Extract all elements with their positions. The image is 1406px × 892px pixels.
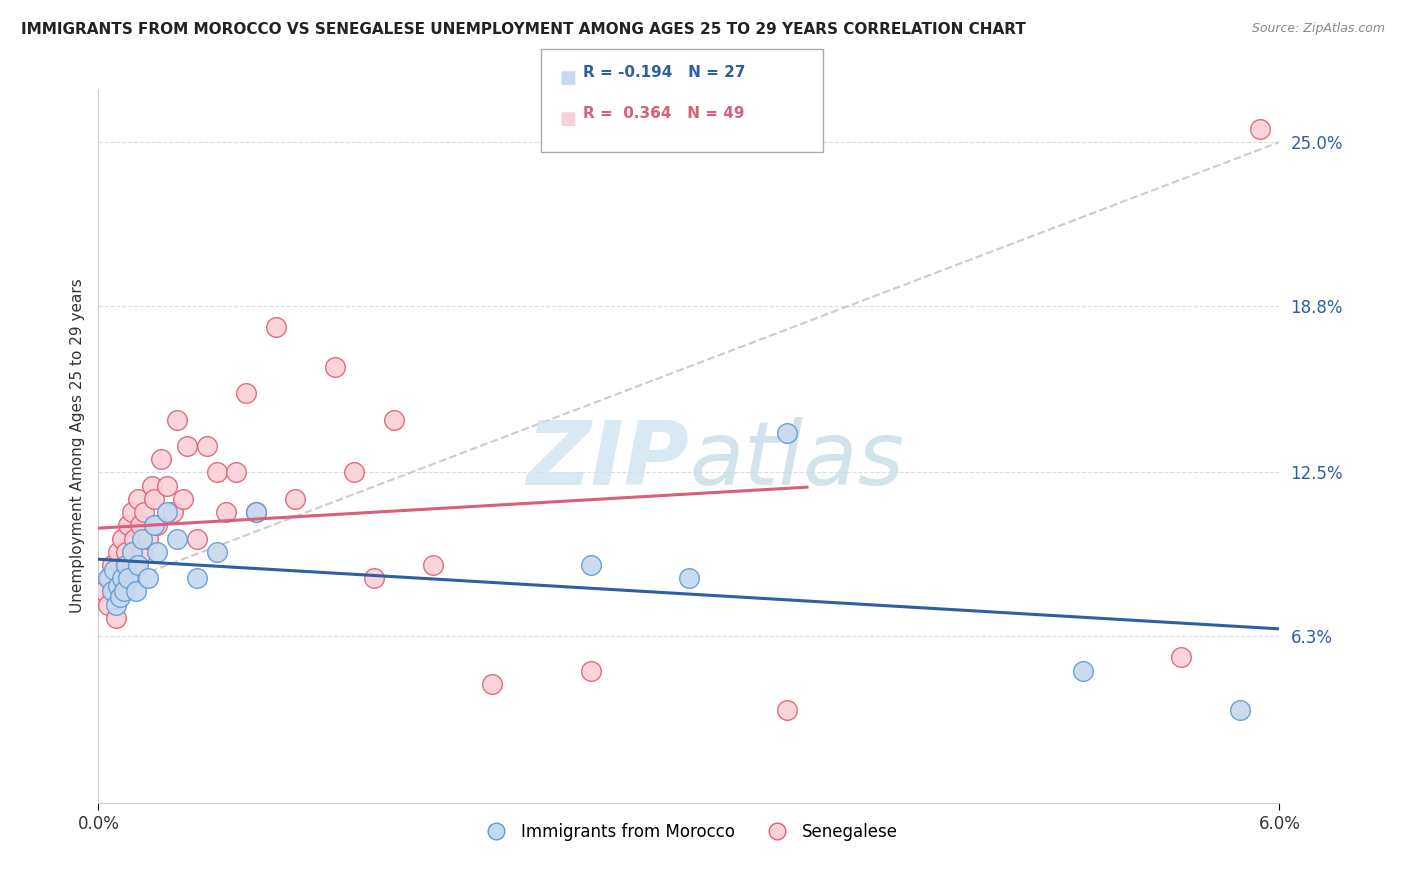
Text: ■: ■ bbox=[560, 69, 576, 87]
Point bbox=[284, 491, 307, 506]
Point bbox=[186, 532, 208, 546]
Point bbox=[172, 491, 194, 506]
Point bbox=[162, 505, 184, 519]
Text: atlas: atlas bbox=[689, 417, 904, 503]
Point bbox=[108, 590, 131, 604]
Point bbox=[136, 532, 159, 546]
Point bbox=[136, 571, 159, 585]
Point bbox=[132, 505, 155, 519]
Point bbox=[101, 584, 124, 599]
Point bbox=[115, 558, 138, 572]
Point bbox=[105, 611, 128, 625]
Point bbox=[579, 558, 602, 572]
Point bbox=[215, 505, 238, 519]
Point bbox=[776, 425, 799, 440]
Point bbox=[105, 598, 128, 612]
Point bbox=[125, 584, 148, 599]
Point bbox=[363, 571, 385, 585]
Point bbox=[117, 518, 139, 533]
Point bbox=[142, 518, 165, 533]
Point bbox=[1229, 703, 1251, 717]
Point bbox=[323, 359, 346, 374]
Point bbox=[108, 571, 131, 585]
Point bbox=[97, 571, 120, 585]
Text: R = -0.194   N = 27: R = -0.194 N = 27 bbox=[583, 65, 747, 80]
Text: IMMIGRANTS FROM MOROCCO VS SENEGALESE UNEMPLOYMENT AMONG AGES 25 TO 29 YEARS COR: IMMIGRANTS FROM MOROCCO VS SENEGALESE UN… bbox=[21, 22, 1026, 37]
Point bbox=[122, 532, 145, 546]
Point bbox=[142, 491, 165, 506]
Point bbox=[1170, 650, 1192, 665]
Point bbox=[115, 545, 138, 559]
Point bbox=[166, 532, 188, 546]
Point bbox=[121, 545, 143, 559]
Point bbox=[150, 452, 173, 467]
Point bbox=[93, 584, 115, 599]
Point bbox=[98, 571, 121, 585]
Text: ZIP: ZIP bbox=[526, 417, 689, 504]
Point bbox=[1071, 664, 1094, 678]
Point bbox=[156, 478, 179, 492]
Point bbox=[195, 439, 218, 453]
Point bbox=[112, 584, 135, 599]
Point bbox=[103, 584, 125, 599]
Point bbox=[382, 412, 405, 426]
Point bbox=[111, 571, 134, 585]
Point bbox=[107, 545, 129, 559]
Text: ■: ■ bbox=[560, 110, 576, 128]
Point bbox=[112, 558, 135, 572]
Point bbox=[245, 505, 267, 519]
Point bbox=[343, 466, 366, 480]
Point bbox=[128, 518, 150, 533]
Point bbox=[146, 518, 169, 533]
Point bbox=[131, 532, 153, 546]
Point bbox=[111, 532, 134, 546]
Point bbox=[117, 571, 139, 585]
Point bbox=[97, 598, 120, 612]
Point bbox=[125, 558, 148, 572]
Point bbox=[127, 558, 149, 572]
Y-axis label: Unemployment Among Ages 25 to 29 years: Unemployment Among Ages 25 to 29 years bbox=[69, 278, 84, 614]
Point bbox=[481, 677, 503, 691]
Point bbox=[146, 545, 169, 559]
Point bbox=[422, 558, 444, 572]
Text: R =  0.364   N = 49: R = 0.364 N = 49 bbox=[583, 106, 745, 121]
Point bbox=[225, 466, 247, 480]
Point bbox=[156, 505, 179, 519]
Point bbox=[1249, 121, 1271, 136]
Point bbox=[579, 664, 602, 678]
Point bbox=[121, 505, 143, 519]
Point bbox=[176, 439, 198, 453]
Point bbox=[186, 571, 208, 585]
Point bbox=[235, 386, 257, 401]
Point bbox=[205, 466, 228, 480]
Point bbox=[103, 563, 125, 577]
Point bbox=[776, 703, 799, 717]
Point bbox=[678, 571, 700, 585]
Point bbox=[107, 579, 129, 593]
Point bbox=[264, 320, 287, 334]
Point bbox=[245, 505, 267, 519]
Point bbox=[205, 545, 228, 559]
Point bbox=[166, 412, 188, 426]
Point bbox=[131, 545, 153, 559]
Point bbox=[127, 491, 149, 506]
Point bbox=[141, 478, 163, 492]
Point bbox=[101, 558, 124, 572]
Legend: Immigrants from Morocco, Senegalese: Immigrants from Morocco, Senegalese bbox=[472, 817, 905, 848]
Point bbox=[118, 571, 141, 585]
Text: Source: ZipAtlas.com: Source: ZipAtlas.com bbox=[1251, 22, 1385, 36]
